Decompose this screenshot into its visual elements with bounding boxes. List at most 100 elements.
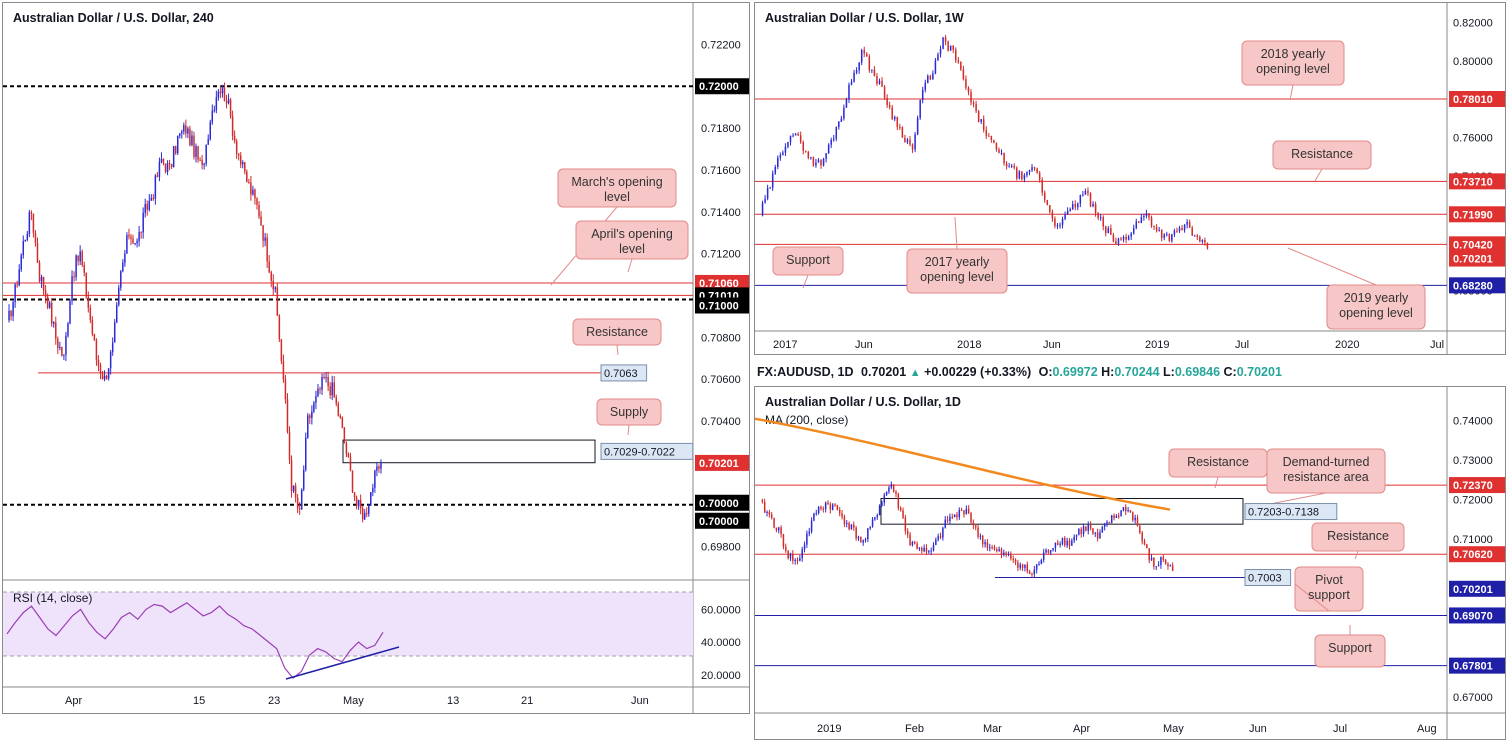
daily-candle-body [867, 528, 869, 540]
weekly-candle-body [899, 127, 901, 129]
daily-candle-body [998, 549, 1000, 552]
h4-rsi-tick: 40.0000 [701, 637, 741, 649]
weekly-candle-body [1188, 221, 1191, 228]
h4-candle-body [63, 354, 65, 356]
daily-candle-body [1040, 559, 1043, 564]
weekly-candle-body [911, 144, 914, 150]
h4-candle-body [93, 334, 96, 341]
h4-candle-body [48, 302, 51, 308]
weekly-candle-body [873, 69, 876, 77]
weekly-candle-body [1008, 166, 1010, 168]
weekly-candle-body [921, 89, 924, 101]
daily-candle-body [1110, 515, 1113, 524]
h4-callout-march-text: March's opening [571, 175, 662, 189]
daily-chart-svg[interactable]: 0.74000 0.73000 0.72000 0.71000 0.67000 0.723… [755, 387, 1506, 740]
h4-candle-body [370, 492, 372, 506]
weekly-candle-body [1016, 167, 1018, 179]
daily-candle-body [951, 516, 954, 518]
h4-zone-label-resistance: 0.7063 [604, 368, 638, 380]
daily-candle-body [1157, 565, 1160, 567]
daily-candle-body [989, 547, 991, 549]
h4-candle-body [160, 158, 163, 162]
weekly-candle-body [866, 53, 868, 57]
weekly-candle-body [970, 91, 972, 103]
weekly-candle-body [1155, 227, 1158, 231]
daily-candle-body [857, 536, 860, 539]
h4-candle-body [36, 243, 39, 263]
daily-y-tick: 0.67000 [1453, 692, 1493, 704]
weekly-candle-body [949, 45, 952, 51]
h4-zone-label-supply: 0.7029-0.7022 [604, 446, 675, 458]
weekly-candle-body [1145, 213, 1148, 216]
daily-candle-body [1169, 565, 1172, 567]
h4-candle-body [215, 97, 218, 111]
weekly-candle-body [952, 45, 954, 50]
weekly-candle-body [975, 104, 977, 112]
weekly-candle-body [955, 49, 957, 61]
daily-candle-body [820, 506, 822, 509]
h4-candle-body [284, 379, 287, 400]
daily-candle-body [761, 500, 764, 502]
h4-candle-body [168, 163, 171, 165]
h4-candle-body [300, 489, 303, 510]
weekly-chart-panel[interactable]: Australian Dollar / U.S. Dollar, 1W 0.82… [754, 2, 1506, 355]
daily-candle-body [1080, 529, 1082, 535]
weekly-candle-body [924, 82, 927, 90]
h4-candle-body [174, 146, 177, 154]
weekly-candle-body [777, 157, 779, 168]
daily-candle-body [1017, 562, 1019, 568]
daily-candle-body [1129, 510, 1132, 513]
weekly-candle-body [853, 72, 855, 82]
h4-candle-body [359, 499, 362, 509]
h4-x-tick: 23 [268, 695, 280, 707]
h4-candle-body [311, 411, 313, 419]
weekly-chart-svg[interactable]: 0.820000.800000.760000.740000.720000.680… [755, 3, 1506, 355]
daily-candle-body [1134, 517, 1136, 521]
h4-candle-body [136, 240, 138, 244]
weekly-candle-body [1031, 167, 1033, 171]
daily-chart-panel[interactable]: Australian Dollar / U.S. Dollar, 1D MA (… [754, 386, 1506, 740]
daily-candle-body [1047, 550, 1050, 553]
h4-y-tick: 0.71800 [701, 123, 741, 135]
weekly-candle-body [794, 133, 797, 136]
h4-candle-body [187, 128, 189, 134]
daily-candle-body [831, 504, 834, 510]
h4-candle-body [191, 135, 193, 146]
weekly-price-badge-bg [1449, 90, 1505, 107]
daily-price-badge-bg [1449, 546, 1505, 563]
h4-candle-body [197, 146, 199, 160]
h4-candle-body [339, 415, 342, 418]
weekly-candle-body [1092, 204, 1094, 207]
weekly-chart-title: Australian Dollar / U.S. Dollar, 1W [765, 11, 964, 25]
weekly-candle-body [901, 127, 904, 138]
weekly-candle-body [939, 48, 942, 55]
h4-candle-body [22, 241, 25, 256]
h4-candle-body [290, 459, 293, 492]
weekly-candle-body [1143, 215, 1145, 218]
daily-candle-body [1059, 543, 1061, 545]
weekly-candle-body [1089, 193, 1092, 207]
h4-price-badge-bg [695, 512, 749, 529]
daily-candle-body [1031, 573, 1033, 575]
h4-candle-body [260, 216, 262, 226]
daily-candle-body [1003, 552, 1005, 555]
daily-candle-body [1061, 537, 1064, 544]
weekly-x-tick: 2017 [773, 339, 797, 351]
h4-chart-svg[interactable]: 0.72200 0.71800 0.71600 0.71400 0.71200 0.708… [3, 3, 750, 714]
h4-candle-body [67, 323, 69, 336]
close-value: 0.70201 [1236, 365, 1282, 379]
h4-candle-body [294, 485, 297, 498]
daily-candle-body [1164, 559, 1167, 564]
h4-candle-body [176, 135, 179, 154]
h4-candle-body [146, 204, 148, 210]
daily-candle-body [1099, 532, 1101, 539]
h4-candle-body [73, 276, 75, 278]
daily-candle-body [792, 553, 794, 561]
daily-zone-label-demand: 0.7203-0.7138 [1248, 507, 1319, 519]
daily-candle-body [817, 506, 820, 514]
h4-candle-body [40, 277, 43, 282]
daily-candle-body [794, 560, 796, 562]
daily-candle-body [977, 527, 979, 537]
h4-candle-body [14, 284, 16, 303]
h4-chart-panel[interactable]: Australian Dollar / U.S. Dollar, 240 0.7… [2, 2, 750, 714]
